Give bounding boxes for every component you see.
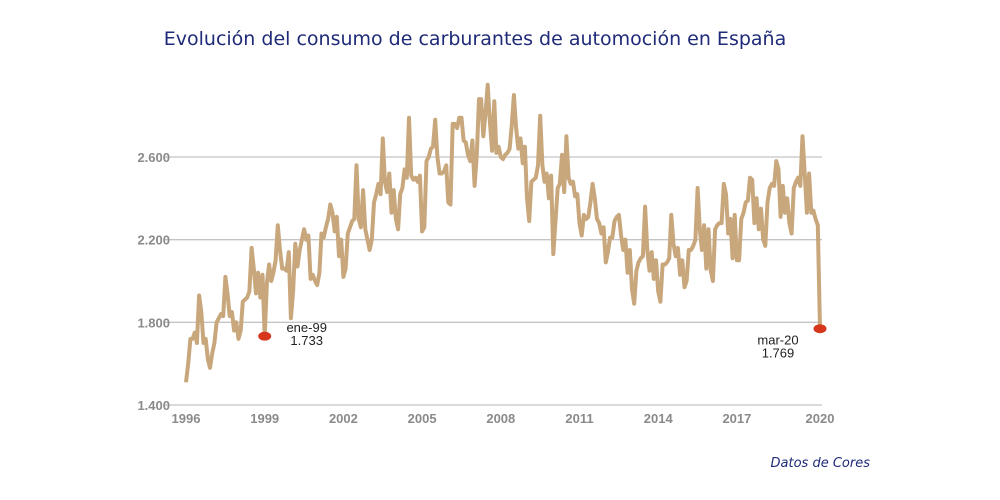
annotation-marker — [258, 331, 272, 341]
series-line — [184, 82, 822, 383]
x-tick-label: 2014 — [644, 411, 674, 426]
y-tick-label: 2.200 — [137, 233, 170, 248]
x-tick-label: 2002 — [329, 411, 358, 426]
x-tick-label: 2017 — [722, 411, 751, 426]
x-tick-label: 2020 — [806, 411, 835, 426]
annotation-marker — [813, 324, 827, 334]
x-tick-label: 2011 — [565, 411, 593, 426]
x-tick-label: 1996 — [172, 411, 201, 426]
y-tick-label: 1.400 — [137, 398, 170, 413]
x-tick-label: 1999 — [250, 411, 279, 426]
annotation-value: 1.733 — [290, 333, 323, 348]
chart-title: Evolución del consumo de carburantes de … — [163, 28, 787, 50]
x-tick-label: 2008 — [486, 411, 515, 426]
annotation-value: 1.769 — [762, 346, 795, 361]
y-tick-label: 1.800 — [137, 315, 170, 330]
annotation-label: ene-99 — [286, 320, 326, 335]
annotation-label: mar-20 — [757, 333, 798, 348]
y-tick-label: 2.600 — [137, 150, 170, 165]
source-note: Datos de Cores — [770, 456, 870, 471]
x-tick-label: 2005 — [408, 411, 437, 426]
